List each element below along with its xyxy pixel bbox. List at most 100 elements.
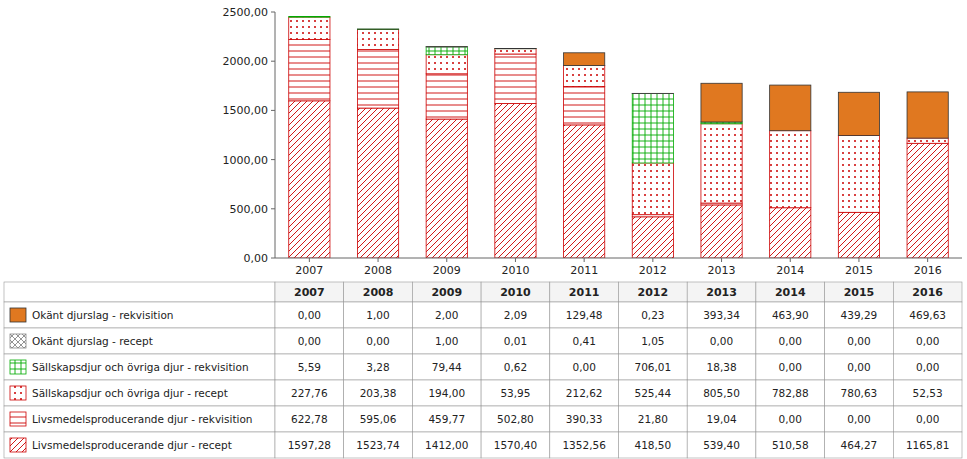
table-value: 1597,28 [288,439,331,451]
x-tick-label: 2013 [708,264,736,277]
table-value: 19,04 [707,413,737,425]
table-value: 595,06 [360,413,397,425]
table-cell [893,432,962,458]
table-header-label: 2016 [912,286,943,299]
table-value: 463,90 [772,309,809,321]
legend-swatch [10,438,26,452]
table-header-cell [619,282,688,302]
bar-segment [564,125,605,258]
x-tick-label: 2007 [295,264,323,277]
table-value: 0,01 [504,335,527,347]
table-value: 0,00 [572,361,595,373]
table-value: 2,00 [435,309,458,321]
table-value: 0,00 [710,335,733,347]
table-value: 0,00 [916,413,939,425]
bar-segment [357,50,398,109]
table-cell [687,328,756,354]
x-tick-label: 2014 [776,264,804,277]
bar-segment [357,108,398,258]
table-header-label: 2015 [844,286,875,299]
bar-segment [495,49,536,54]
x-tick [652,258,653,262]
table-value: 21,80 [638,413,668,425]
table-cell [481,328,550,354]
bar-segment [426,47,467,55]
table-header-cell [481,282,550,302]
table-cell [412,328,481,354]
table-cell [344,302,413,328]
table-cell [275,406,344,432]
table-header-label: 2007 [294,286,325,299]
bar-segment [289,16,330,17]
bar-segment [632,217,673,258]
table-label-cell [4,380,275,406]
table-value: 129,48 [566,309,603,321]
bar-segment [564,53,605,66]
table-value: 0,00 [847,335,870,347]
table-value: 0,00 [779,413,802,425]
table-header-cell [825,282,894,302]
x-tick [584,258,585,262]
table-value: 622,78 [291,413,328,425]
table-cell [550,302,619,328]
table-cell [275,354,344,380]
legend-label: Sällskapsdjur och övriga djur - rekvisit… [32,361,249,373]
table-cell [825,432,894,458]
table-value: 459,77 [428,413,465,425]
bar-segment [701,124,742,203]
bar-segment [426,74,467,119]
table-header-label: 2013 [706,286,737,299]
table-header-label: 2010 [500,286,531,299]
bar-segment [289,101,330,258]
table-cell [893,302,962,328]
bar-segment [426,55,467,74]
bar-segment [701,83,742,122]
x-tick-label: 2009 [433,264,461,277]
y-tick-label: 0,00 [244,252,269,265]
bar-segment [770,131,811,208]
table-value: 469,63 [909,309,946,321]
table-value: 1165,81 [906,439,949,451]
table-value: 0,00 [779,335,802,347]
y-tick [271,208,275,209]
table-cell [687,432,756,458]
x-tick-label: 2008 [364,264,392,277]
table-value: 393,34 [703,309,740,321]
table-cell [275,328,344,354]
bar-segment [838,212,879,258]
bar-segment [838,136,879,213]
table-cell [344,380,413,406]
x-tick [790,258,791,262]
table-cell [481,380,550,406]
bar-segment [289,40,330,101]
bar-segment [632,93,673,94]
table-cell [344,406,413,432]
table-value: 0,00 [847,413,870,425]
x-tick [378,258,379,262]
data-table: 2007200820092010201120122013201420152016… [4,282,962,458]
table-value: 805,50 [703,387,740,399]
bars [289,17,949,258]
table-cell [687,302,756,328]
bar-segment [357,29,398,30]
table-cell [687,406,756,432]
table-cell [481,406,550,432]
table-cell [275,380,344,406]
table-value: 1,05 [641,335,664,347]
table-cell [825,380,894,406]
table-header-cell [756,282,825,302]
x-tick-label: 2010 [501,264,529,277]
bar-segment [357,29,398,49]
bar-segment [357,29,398,30]
bar-segment [632,93,673,94]
y-tick-label: 500,00 [230,203,269,216]
table-value: 510,58 [772,439,809,451]
table-value: 0,23 [641,309,664,321]
table-value: 0,00 [298,309,321,321]
table-cell [756,432,825,458]
table-value: 1,00 [435,335,458,347]
legend-label: Livsmedelsproducerande djur - recept [32,439,232,451]
y-tick [271,159,275,160]
table-cell [344,354,413,380]
table-cell [756,380,825,406]
